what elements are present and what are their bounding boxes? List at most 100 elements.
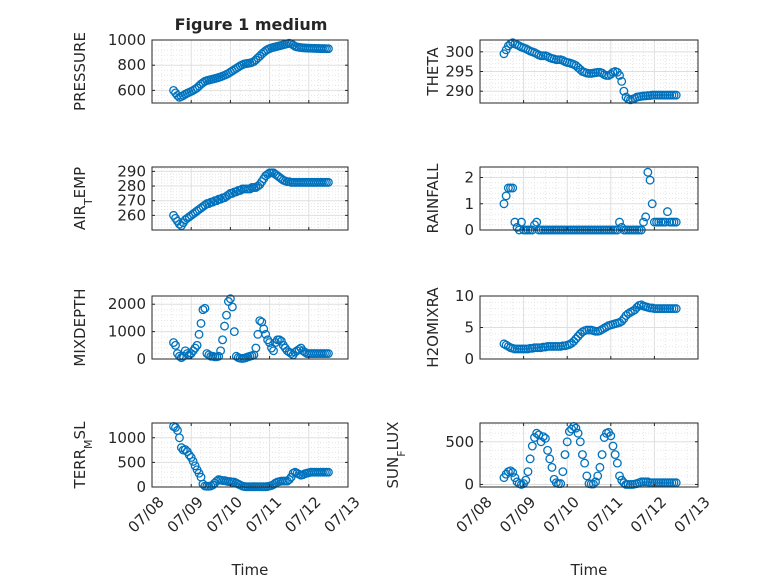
x-tick-label: 07/11: [242, 493, 285, 536]
data-point: [229, 327, 239, 337]
data-point: [521, 475, 531, 485]
x-tick-label: 07/09: [496, 493, 539, 536]
data-point: [214, 351, 224, 361]
data-point: [259, 324, 269, 334]
y-axis-label-part: TERR: [71, 449, 89, 490]
data-point: [591, 477, 600, 487]
data-point: [171, 340, 180, 350]
data-point: [645, 175, 655, 185]
data-point: [323, 467, 333, 477]
subplot-sun-flux: 0 500 07/08 07/09 07/10 07/11 07/12 07/13 Time SU…: [384, 422, 714, 579]
y-tick-label: 260: [117, 206, 146, 224]
data-point: [174, 219, 184, 229]
data-point: [276, 336, 286, 346]
data-point: [588, 479, 598, 489]
figure-title: Figure 1 medium: [175, 15, 328, 34]
y-tick-label: 600: [117, 81, 146, 99]
data-point: [599, 433, 609, 442]
data-point: [558, 467, 568, 477]
y-axis-label: THETA: [424, 47, 442, 97]
data-point: [615, 217, 624, 227]
data-point: [571, 423, 581, 433]
subplot-pressure: 600 800 1000 PRESSURE: [71, 31, 349, 111]
y-tick-label: 0: [136, 350, 146, 368]
data-point: [169, 338, 179, 348]
y-axis-label-part: SL: [71, 421, 89, 440]
data-point: [538, 432, 548, 442]
data-point: [284, 475, 294, 485]
data-point: [512, 477, 522, 487]
data-point: [530, 433, 539, 442]
y-axis-label: PRESSURE: [71, 32, 89, 111]
x-tick-label: 07/13: [670, 493, 713, 536]
data-point: [251, 343, 261, 353]
y-tick-label: 300: [445, 43, 474, 61]
axes-box: [479, 166, 699, 231]
data-point: [323, 349, 333, 358]
data-point: [218, 335, 228, 345]
data-point: [530, 220, 539, 230]
data-point: [194, 329, 204, 339]
data-point: [506, 466, 515, 476]
data-series: [499, 167, 681, 235]
x-tick-label: 07/11: [583, 493, 626, 536]
data-point: [527, 441, 537, 451]
data-series: [499, 300, 681, 354]
axes-box: [151, 422, 349, 488]
y-axis-label: MIXDEPTH: [71, 288, 89, 366]
y-tick-label: 500: [445, 433, 474, 451]
data-point: [190, 343, 200, 353]
data-point: [222, 310, 231, 320]
data-point: [615, 70, 624, 80]
data-point: [595, 462, 605, 472]
axes-box: [479, 422, 699, 488]
y-axis-label-subscript: M: [82, 439, 95, 449]
data-point: [643, 167, 653, 177]
data-point: [597, 450, 607, 460]
data-point: [560, 450, 570, 460]
data-point: [573, 428, 583, 438]
y-tick-label: 0: [464, 475, 474, 493]
data-point: [269, 346, 278, 356]
data-point: [532, 217, 542, 227]
x-tick-label: 07/10: [203, 493, 246, 536]
data-point: [578, 450, 587, 460]
data-point: [220, 321, 229, 331]
data-point: [575, 437, 585, 447]
data-point: [261, 329, 271, 339]
data-point: [660, 217, 670, 227]
y-axis-label: RAINFALL: [424, 163, 442, 234]
y-axis-label: TERRMSL: [71, 421, 95, 490]
data-point: [227, 302, 237, 312]
y-axis-label-subscript: T: [82, 198, 95, 206]
y-tick-label: 290: [445, 82, 474, 100]
data-point: [196, 318, 206, 328]
data-point: [516, 217, 526, 227]
data-point: [619, 86, 629, 96]
data-point: [225, 294, 235, 304]
data-point: [255, 316, 265, 326]
x-axis-label: Time: [570, 561, 608, 579]
data-point: [200, 303, 210, 313]
x-tick-label: 07/12: [627, 493, 670, 536]
data-point: [216, 346, 226, 356]
data-point: [176, 353, 186, 363]
y-tick-label: 1000: [108, 429, 146, 447]
axes-box: [151, 295, 349, 360]
data-point: [510, 217, 520, 227]
y-tick-label: 1000: [108, 323, 146, 341]
y-tick-label: 500: [117, 453, 146, 471]
data-point: [547, 462, 557, 472]
data-point: [663, 207, 672, 217]
y-tick-label: 10: [455, 287, 474, 305]
data-series: [169, 38, 333, 102]
data-point: [245, 184, 255, 194]
x-tick-label: 07/10: [540, 493, 583, 536]
data-point: [562, 437, 572, 447]
data-series: [499, 38, 681, 105]
subplot-h2omixra: 0 5 10 H2OMIXRA: [424, 287, 699, 368]
data-point: [647, 199, 657, 209]
